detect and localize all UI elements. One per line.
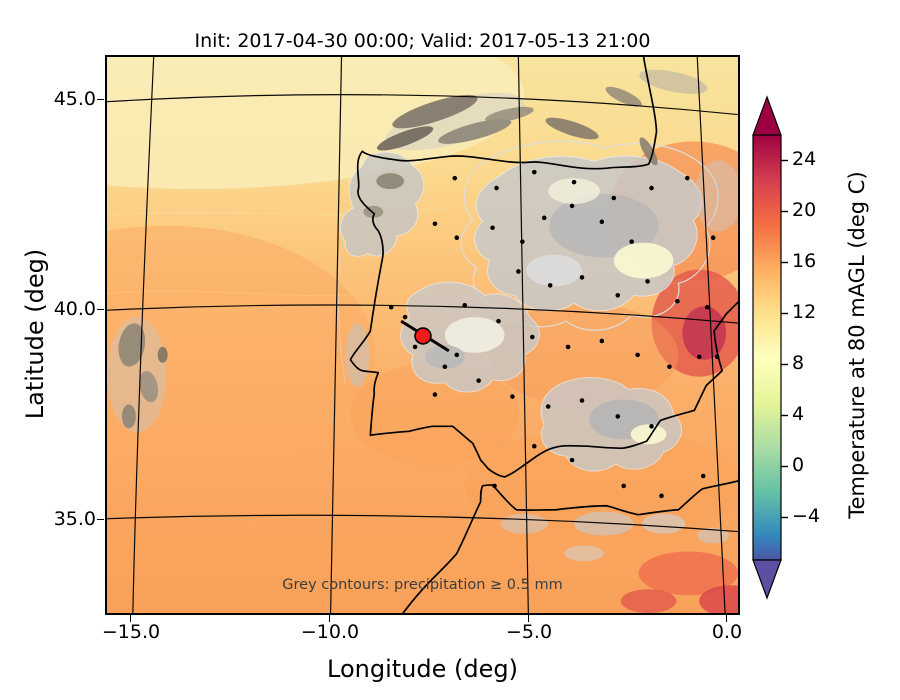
- colorbar-tick-label: 24: [792, 148, 817, 170]
- colorbar: [752, 95, 788, 600]
- colorbar-tick-label: 20: [792, 199, 817, 221]
- y-tick-label: 35.0: [53, 508, 96, 530]
- colorbar-under-arrow: [752, 559, 782, 600]
- x-tick-mark: [130, 615, 131, 622]
- colorbar-gradient: [752, 134, 782, 561]
- site-track: [400, 319, 450, 353]
- colorbar-tick-label: 0: [792, 454, 805, 476]
- x-tick-mark: [528, 615, 529, 622]
- y-tick-mark: [97, 309, 104, 310]
- x-tick-label: −15.0: [101, 621, 161, 643]
- y-tick-mark: [97, 99, 104, 100]
- x-tick-label: −5.0: [505, 621, 553, 643]
- map-plot: Grey contours: precipitation ≥ 0.5 mm: [105, 55, 740, 615]
- colorbar-tick-label: 12: [792, 301, 817, 323]
- colorbar-tick-label: −4: [792, 505, 821, 527]
- precip-annotation: Grey contours: precipitation ≥ 0.5 mm: [282, 577, 563, 593]
- precipitation-contours: [107, 69, 738, 562]
- y-tick-label: 45.0: [53, 88, 96, 110]
- x-tick-label: −10.0: [300, 621, 360, 643]
- colorbar-tick-marks: [781, 159, 788, 519]
- colorbar-tick-label: 8: [792, 352, 805, 374]
- colorbar-tick-label: 16: [792, 250, 817, 272]
- x-tick-label: 0.0: [711, 621, 743, 643]
- x-tick-mark: [329, 615, 330, 622]
- y-axis-label: Latitude (deg): [21, 248, 49, 420]
- colorbar-over-arrow: [752, 95, 782, 136]
- plot-title: Init: 2017-04-30 00:00; Valid: 2017-05-1…: [194, 30, 651, 52]
- y-tick-mark: [97, 519, 104, 520]
- colorbar-tick-label: 4: [792, 403, 805, 425]
- y-tick-label: 40.0: [53, 298, 96, 320]
- site-marker: [414, 327, 432, 345]
- colorbar-label: Temperature at 80 mAGL (deg C): [845, 171, 869, 519]
- x-tick-mark: [726, 615, 727, 622]
- coastline: [349, 57, 738, 613]
- x-axis-label: Longitude (deg): [327, 655, 518, 683]
- map-canvas: [107, 57, 738, 613]
- station-markers: [388, 169, 720, 499]
